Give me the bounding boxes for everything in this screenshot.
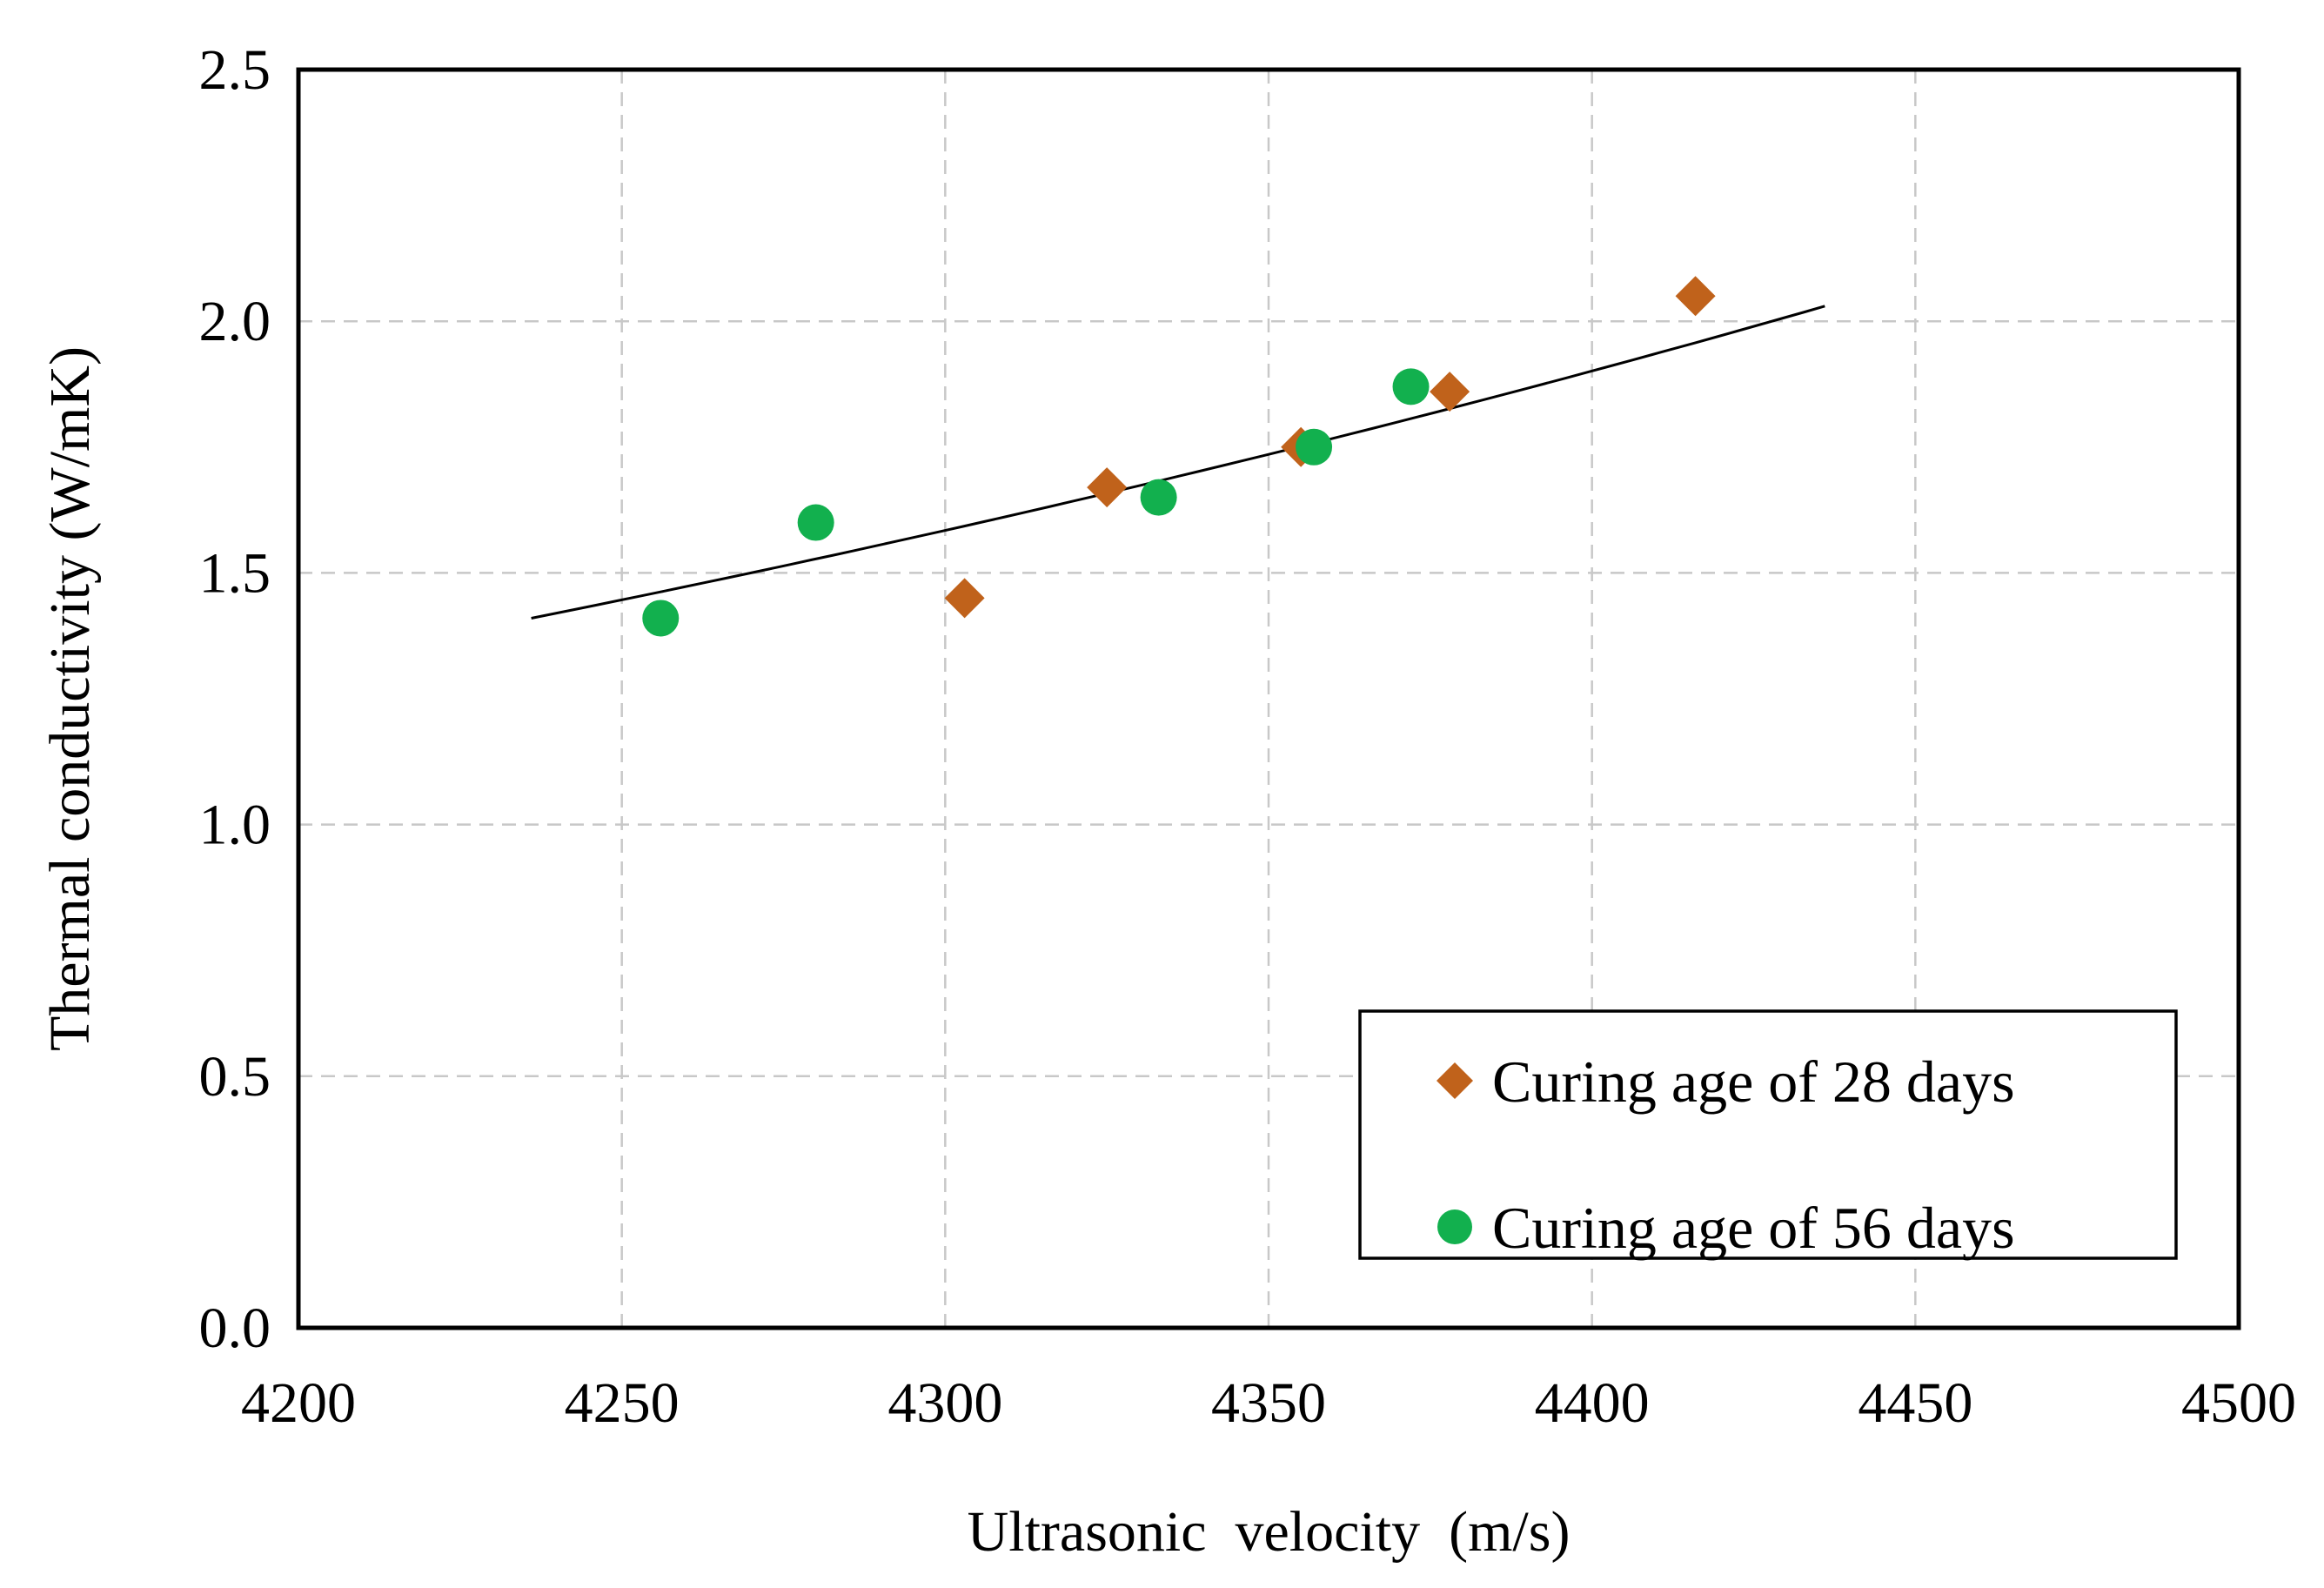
x-axis-tick-labels: 4200 4250 4300 4350 4400 4450 4500 — [241, 1371, 2296, 1435]
point-56-days — [797, 504, 834, 541]
point-56-days — [642, 600, 680, 637]
x-tick-label: 4400 — [1535, 1371, 1650, 1435]
y-tick-label: 0.5 — [199, 1045, 271, 1109]
x-tick-label: 4200 — [241, 1371, 356, 1435]
x-tick-label: 4500 — [2181, 1371, 2296, 1435]
legend-diamond — [1437, 1062, 1473, 1099]
y-tick-label: 1.5 — [199, 541, 271, 605]
y-tick-label: 2.5 — [199, 38, 271, 102]
x-tick-label: 4300 — [887, 1371, 1002, 1435]
y-tick-label: 2.0 — [199, 290, 271, 353]
y-axis-title: Thermal conductivity (W/mK) — [38, 346, 102, 1051]
legend-box — [1358, 1009, 2178, 1260]
data-points — [642, 276, 1716, 637]
legend-circle — [1437, 1209, 1472, 1244]
x-axis-title: Ultrasonic velocity (m/s) — [968, 1500, 1571, 1564]
legend-diamond-marker — [1437, 1062, 1473, 1099]
plot-area-frame — [296, 67, 2241, 1330]
point-28-days — [1675, 276, 1716, 317]
point-56-days — [1140, 479, 1177, 516]
legend-circle-marker — [1437, 1209, 1472, 1244]
point-28-days — [1087, 467, 1128, 508]
point-28-days — [1430, 372, 1470, 412]
x-tick-label: 4250 — [565, 1371, 680, 1435]
y-tick-label: 0.0 — [199, 1297, 271, 1360]
legend-label-56-days: Curing age of 56 days — [1492, 1195, 2015, 1261]
y-tick-label: 1.0 — [199, 794, 271, 857]
trendline — [531, 305, 1825, 620]
legend-label-28-days: Curing age of 28 days — [1492, 1049, 2015, 1115]
x-tick-label: 4350 — [1211, 1371, 1326, 1435]
legend: Curing age of 28 days Curing age of 56 d… — [1358, 1009, 2178, 1261]
point-56-days — [1296, 428, 1333, 466]
point-56-days — [1392, 368, 1430, 405]
y-axis-tick-labels: 0.0 0.5 1.0 1.5 2.0 2.5 — [199, 38, 271, 1360]
x-tick-label: 4450 — [1858, 1371, 1972, 1435]
point-28-days — [944, 578, 985, 619]
trendline-layer — [531, 305, 1825, 620]
